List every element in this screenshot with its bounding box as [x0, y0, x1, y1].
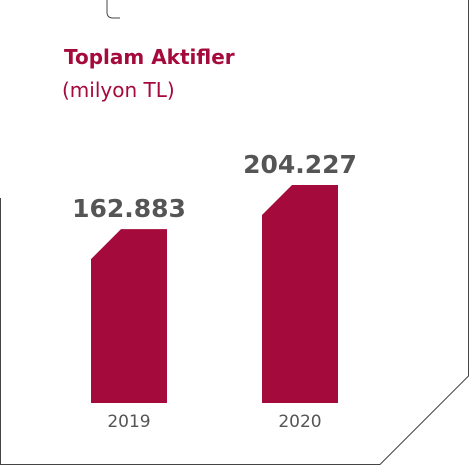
bar-2019 — [91, 229, 167, 403]
category-label-2019: 2019 — [107, 412, 150, 432]
category-label-2020: 2020 — [278, 412, 321, 432]
bar-2020 — [262, 185, 338, 403]
value-label-2019: 162.883 — [72, 194, 186, 223]
chart-title: Toplam Aktifler — [64, 45, 235, 69]
chart-subtitle: (milyon TL) — [62, 78, 175, 102]
card-corner-hook — [106, 0, 120, 19]
value-label-2020: 204.227 — [243, 150, 357, 179]
